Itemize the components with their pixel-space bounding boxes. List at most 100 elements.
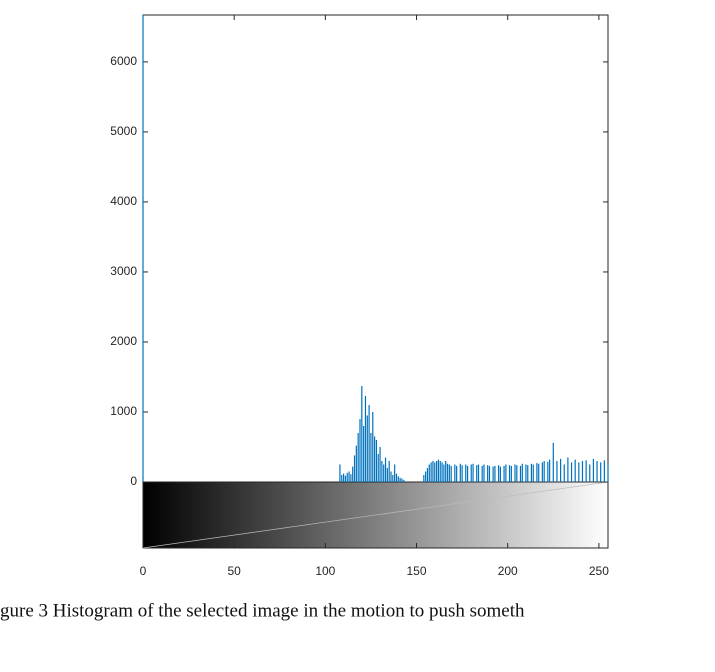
bar (582, 461, 583, 482)
bar (449, 464, 450, 482)
bar (352, 467, 353, 482)
bar (498, 465, 499, 482)
bar (383, 464, 384, 482)
bar (434, 462, 435, 482)
y-tick-label: 5000 (110, 124, 137, 138)
caption: gure 3 Histogram of the selected image i… (0, 600, 525, 621)
bar (472, 464, 473, 482)
bar (505, 464, 506, 482)
bar (445, 461, 446, 482)
y-tick-label: 6000 (110, 54, 137, 68)
bar (564, 464, 565, 482)
bar (425, 471, 426, 482)
plot-box (143, 15, 608, 482)
bar (376, 440, 377, 482)
bar (381, 461, 382, 482)
bar (369, 405, 370, 482)
bar (547, 462, 548, 482)
bar (454, 464, 455, 482)
bar (567, 457, 568, 482)
bar (343, 474, 344, 482)
bar (389, 461, 390, 482)
bar (361, 386, 362, 482)
bar (401, 478, 402, 482)
bar (578, 462, 579, 482)
bar (396, 474, 397, 482)
bar (478, 464, 479, 482)
bar (431, 462, 432, 482)
bar (348, 471, 349, 482)
bar (462, 465, 463, 482)
bar (438, 460, 439, 482)
bar (427, 468, 428, 482)
bar (520, 466, 521, 482)
bar (423, 475, 424, 482)
bar (374, 436, 375, 482)
bar (379, 447, 380, 482)
bar (372, 412, 373, 482)
y-tick-label: 2000 (110, 334, 137, 348)
bar (503, 466, 504, 482)
bar (522, 464, 523, 482)
bar (536, 463, 537, 482)
bar (575, 460, 576, 482)
bar (443, 464, 444, 482)
bar (432, 461, 433, 482)
bar (516, 465, 517, 482)
bar (509, 465, 510, 482)
bar (489, 466, 490, 482)
bar (460, 464, 461, 482)
bar (385, 457, 386, 482)
bar (556, 461, 557, 482)
x-tick-label: 50 (227, 564, 241, 578)
x-tick-label: 0 (140, 564, 147, 578)
bar (358, 433, 359, 482)
bar (542, 462, 543, 482)
y-tick-label: 4000 (110, 194, 137, 208)
bar (527, 465, 528, 482)
bar (370, 433, 371, 482)
page: {"chart_data": {"type": "histogram", "va… (0, 0, 715, 672)
bar (500, 467, 501, 482)
bar (483, 464, 484, 482)
bar (403, 480, 404, 482)
bar (392, 475, 393, 482)
bar (571, 462, 572, 482)
bar (596, 461, 597, 482)
bar (560, 459, 561, 482)
bar (538, 464, 539, 482)
bar (456, 466, 457, 482)
bar (363, 426, 364, 482)
bar (493, 467, 494, 482)
x-tick-label: 250 (589, 564, 609, 578)
bar (339, 464, 340, 482)
bar (429, 464, 430, 482)
bar (367, 415, 368, 482)
x-tick-label: 200 (498, 564, 518, 578)
bar (593, 459, 594, 482)
bar (394, 464, 395, 482)
x-tick-label: 100 (315, 564, 335, 578)
bar (553, 443, 554, 482)
y-tick-label: 1000 (110, 404, 137, 418)
bar (387, 468, 388, 482)
bar (549, 460, 550, 482)
bar (398, 476, 399, 482)
bar (494, 466, 495, 482)
bar (356, 446, 357, 482)
bar (607, 464, 608, 482)
bar (350, 474, 351, 482)
chart: gure 3 Histogram of the selected image i… (0, 0, 715, 672)
y-tick-label: 3000 (110, 264, 137, 278)
bar (440, 461, 441, 482)
bar (447, 464, 448, 482)
bar (533, 464, 534, 482)
bar (359, 419, 360, 482)
bar (400, 478, 401, 482)
bar (514, 464, 515, 482)
bar (142, 15, 143, 482)
bar (600, 462, 601, 482)
bar (467, 466, 468, 482)
bar (347, 473, 348, 482)
bar (604, 460, 605, 482)
